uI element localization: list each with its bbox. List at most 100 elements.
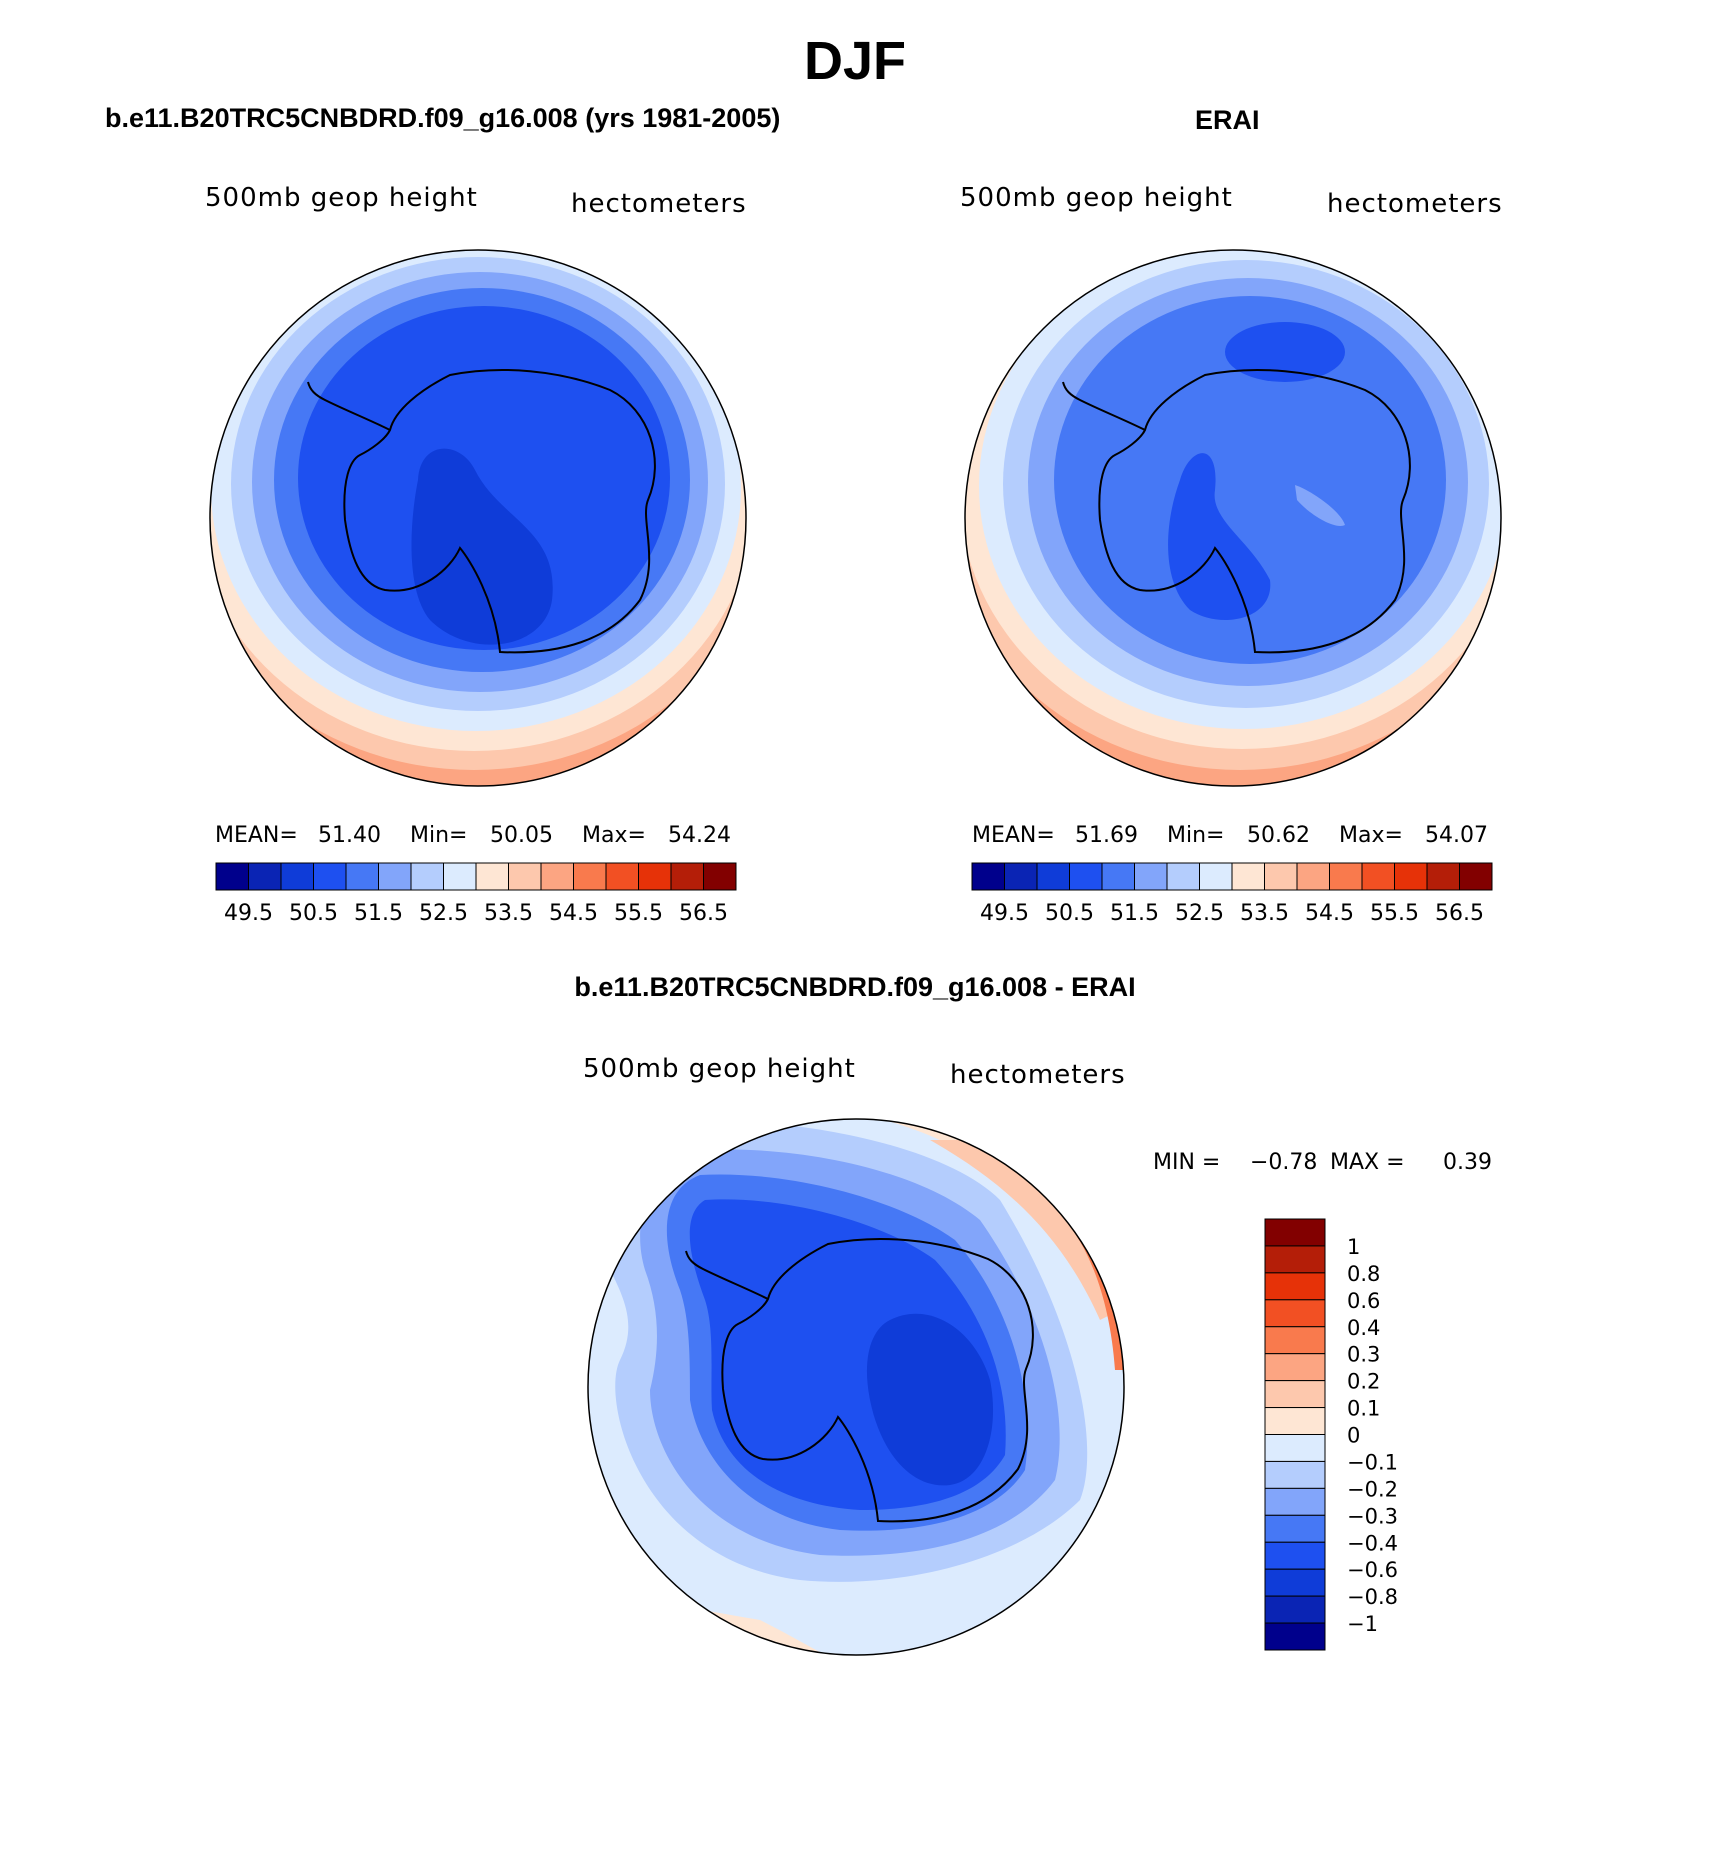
- panel-1-colorbar-box: [670, 862, 704, 891]
- panel-3-colorbar-box: [1264, 1460, 1326, 1489]
- panel-2-colorbar-box: [1134, 862, 1168, 891]
- panel-3-max-label: MAX =: [1330, 1150, 1405, 1175]
- panel-2-colorbar-box: [1231, 862, 1265, 891]
- panel-1-colorbar-box: [248, 862, 282, 891]
- panel-2-mean-label: MEAN=: [972, 823, 1055, 848]
- panel-1-min-label: Min=: [410, 823, 468, 848]
- panel-3-colorbar-tick-label: 0.8: [1347, 1262, 1380, 1286]
- panel-1-colorbar-box: [508, 862, 542, 891]
- panel-1-map: [209, 249, 747, 787]
- panel-3-colorbar-tick-label: −0.1: [1347, 1450, 1398, 1474]
- panel-2-colorbar-tick-label: 51.5: [1110, 901, 1159, 926]
- panel-1-map-border: [209, 249, 747, 787]
- panel-3-colorbar-box: [1264, 1299, 1326, 1328]
- panel-3-colorbar-tick-label: 1: [1347, 1235, 1360, 1259]
- panel-2-colorbar-box: [1426, 862, 1460, 891]
- panel-3-colorbar-tick-label: −0.8: [1347, 1585, 1398, 1609]
- panel-2-antarctica-coastline: [1098, 369, 1411, 654]
- panel-1-colorbar-box: [703, 862, 737, 891]
- panel-2-colorbar-tick-label: 55.5: [1370, 901, 1419, 926]
- panel-2-max-label: Max=: [1339, 823, 1403, 848]
- panel-3-colorbar-box: [1264, 1272, 1326, 1301]
- panel-3-max-value: 0.39: [1443, 1150, 1492, 1175]
- panel-3-colorbar-box: [1264, 1245, 1326, 1274]
- panel-3-colorbar-tick-label: 0.4: [1347, 1316, 1380, 1340]
- panel-1-colorbar-box: [345, 862, 379, 891]
- panel-2-mean-value: 51.69: [1075, 823, 1138, 848]
- panel-3-colorbar-tick-label: −1: [1347, 1612, 1378, 1636]
- panel-3-colorbar-box: [1264, 1326, 1326, 1355]
- panel-1-min-value: 50.05: [490, 823, 553, 848]
- panel-2-contour-fill: [1054, 296, 1446, 664]
- panel-3-contour-fill: [866, 1313, 994, 1486]
- panel-1-colorbar-box: [605, 862, 639, 891]
- panel-2-map-border: [964, 249, 1502, 787]
- figure-title: DJF: [803, 31, 906, 91]
- panel-2-min-value: 50.62: [1247, 823, 1310, 848]
- panel-3-colorbar-box: [1264, 1622, 1326, 1651]
- panel-3-colorbar-tick-label: −0.6: [1347, 1558, 1398, 1582]
- panel-2-colorbar-tick-label: 49.5: [980, 901, 1029, 926]
- panel-3-min-value: −0.78: [1250, 1150, 1318, 1175]
- panel-2-peninsula-coastline: [1062, 381, 1146, 431]
- panel-3-colorbar-tick-label: 0.6: [1347, 1289, 1380, 1313]
- panel-3-colorbar-tick-label: 0.2: [1347, 1370, 1380, 1394]
- panel-1-colorbar: 49.5 50.5 51.5 52.5 53.5 54.5 55.5 56.5: [215, 862, 737, 926]
- panel-2-colorbar-box: [1296, 862, 1330, 891]
- panel-2-colorbar-box: [1459, 862, 1493, 891]
- panel-1-colorbar-box: [443, 862, 477, 891]
- panel-3-title: b.e11.B20TRC5CNBDRD.f09_g16.008 - ERAI: [574, 972, 1136, 1002]
- panel-1-max-label: Max=: [582, 823, 646, 848]
- panel-3-peninsula-coastline: [685, 1250, 769, 1300]
- panel-3-colorbar-box: [1264, 1487, 1326, 1516]
- panel-3-colorbar-tick-label: −0.4: [1347, 1531, 1398, 1555]
- panel-3-map-border: [587, 1118, 1125, 1656]
- panel-3-variable-label: 500mb geop height: [583, 1054, 856, 1084]
- panel-2-title: ERAI: [1195, 105, 1260, 135]
- panel-2-contour-fill: [1168, 453, 1271, 620]
- panel-3-colorbar-box: [1264, 1380, 1326, 1409]
- panel-1-mean-label: MEAN=: [215, 823, 298, 848]
- panel-2-colorbar-box: [1361, 862, 1395, 891]
- panel-3-colorbar: 1 0.8 0.6 0.4 0.3 0.2 0.1 0−0.1 −0.2 −0.3 −0.4 −0.6…: [1264, 1218, 1398, 1651]
- panel-3-colorbar-tick-label: 0.1: [1347, 1397, 1380, 1421]
- panel-1-colorbar-box: [313, 862, 347, 891]
- panel-2-map: [964, 249, 1502, 787]
- panel-2-colorbar-box: [1004, 862, 1038, 891]
- panel-1-antarctica-coastline: [343, 369, 656, 654]
- panel-2-colorbar-box: [1264, 862, 1298, 891]
- panel-2-colorbar-box: [1394, 862, 1428, 891]
- panel-2-units-label: hectometers: [1327, 189, 1503, 219]
- panel-1-units-label: hectometers: [571, 189, 747, 219]
- panel-1-title: b.e11.B20TRC5CNBDRD.f09_g16.008 (yrs 198…: [105, 103, 781, 133]
- panel-1-colorbar-tick-label: 55.5: [614, 901, 663, 926]
- panel-1-colorbar-tick-label: 52.5: [419, 901, 468, 926]
- panel-3-colorbar-box: [1264, 1595, 1326, 1624]
- panel-2-colorbar-box: [1199, 862, 1233, 891]
- panel-3-colorbar-box: [1264, 1541, 1326, 1570]
- panel-2-colorbar-box: [1036, 862, 1070, 891]
- panel-3-units-label: hectometers: [950, 1060, 1126, 1090]
- panel-2-colorbar-tick-label: 53.5: [1240, 901, 1289, 926]
- panel-1-contour-fill: [411, 448, 553, 645]
- panel-1-colorbar-box: [573, 862, 607, 891]
- panel-1-colorbar-box: [475, 862, 509, 891]
- panel-3-map: [587, 1118, 1125, 1656]
- panel-2-colorbar-box: [1101, 862, 1135, 891]
- panel-3-colorbar-tick-label: 0.3: [1347, 1343, 1380, 1367]
- panel-1-peninsula-coastline: [307, 381, 391, 431]
- panel-3-colorbar-box: [1264, 1568, 1326, 1597]
- panel-2-colorbar-box: [1069, 862, 1103, 891]
- panel-2-colorbar-box: [1329, 862, 1363, 891]
- panel-3-colorbar-tick-label: 0: [1347, 1424, 1360, 1448]
- panel-2-colorbar: 49.5 50.5 51.5 52.5 53.5 54.5 55.5 56.5: [971, 862, 1493, 926]
- panel-2-contour-fill: [1225, 322, 1345, 382]
- panel-1-colorbar-tick-label: 50.5: [289, 901, 338, 926]
- panel-2-min-label: Min=: [1167, 823, 1225, 848]
- panel-3-colorbar-tick-label: −0.2: [1347, 1477, 1398, 1501]
- panel-3-colorbar-box: [1264, 1514, 1326, 1543]
- panel-1-colorbar-tick-label: 56.5: [679, 901, 728, 926]
- panel-1-colorbar-box: [280, 862, 314, 891]
- panel-2-colorbar-tick-label: 54.5: [1305, 901, 1354, 926]
